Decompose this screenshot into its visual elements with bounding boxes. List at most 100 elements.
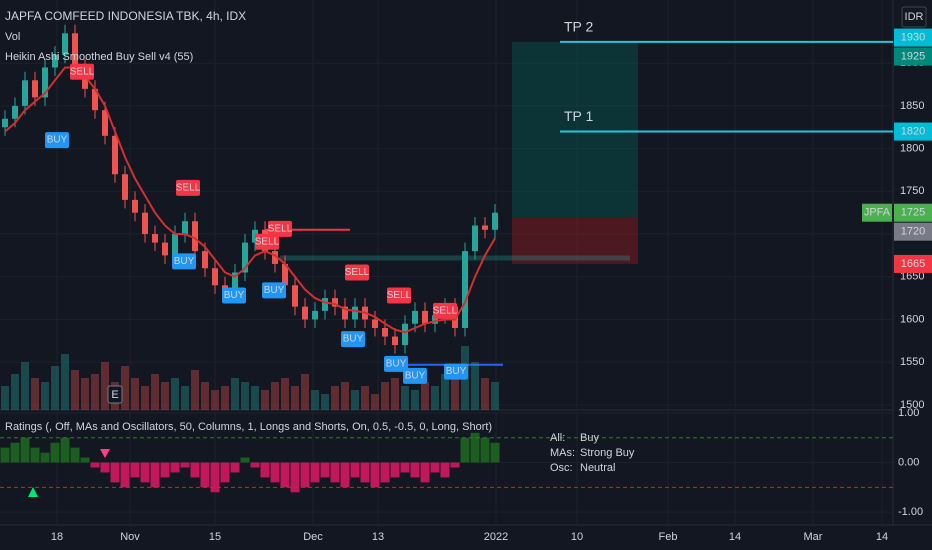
rating-bar xyxy=(150,462,160,488)
x-tick-label: 13 xyxy=(372,531,384,543)
signal-label: SELL xyxy=(255,236,280,247)
x-tick-label: Dec xyxy=(303,531,323,543)
rating-bar xyxy=(360,462,370,483)
volume-bar xyxy=(471,362,479,410)
volume-bar xyxy=(251,386,259,410)
currency-box[interactable] xyxy=(901,6,927,28)
x-tick-label: Mar xyxy=(804,531,823,543)
y-tick-label: 1750 xyxy=(900,185,924,197)
rating-bar xyxy=(0,447,10,463)
legend-key: MAs: xyxy=(550,447,575,459)
candle-body xyxy=(492,212,498,230)
volume-bar xyxy=(101,362,109,410)
back-layer xyxy=(1,41,638,410)
volume-bar xyxy=(221,386,229,410)
y-tick-label: 1600 xyxy=(900,313,924,325)
x-tick-label: 14 xyxy=(729,531,741,543)
candle-body xyxy=(112,135,118,175)
volume-bar xyxy=(431,386,439,410)
signal-label: BUY xyxy=(47,135,68,146)
candle-body xyxy=(22,80,28,106)
volume-bar xyxy=(301,374,309,410)
x-tick-label: 10 xyxy=(571,531,583,543)
candle-body xyxy=(342,306,348,320)
chart-title: JAPFA COMFEED INDONESIA TBK, 4h, IDX xyxy=(5,9,246,23)
rating-bar xyxy=(440,462,450,478)
signal-box xyxy=(176,179,200,196)
candle-body xyxy=(312,310,318,320)
rating-bar xyxy=(130,462,140,478)
candle-body xyxy=(242,242,248,273)
volume-bar xyxy=(491,382,499,410)
indicator-label: Heikin Ashi Smoothed Buy Sell v4 (55) xyxy=(5,51,193,63)
candle-body xyxy=(232,272,238,294)
volume-bar xyxy=(131,378,139,410)
price-tag-label: 1665 xyxy=(901,258,925,270)
candle-body xyxy=(142,212,148,235)
volume-bar xyxy=(321,394,329,410)
price-tag xyxy=(894,28,932,47)
rating-bar xyxy=(420,462,430,483)
candle-body xyxy=(302,306,308,320)
price-tag xyxy=(894,203,932,222)
signal-box xyxy=(45,132,69,149)
rating-bar xyxy=(380,462,390,483)
rating-bar xyxy=(160,462,170,478)
volume-bar xyxy=(91,374,99,410)
signal-box xyxy=(172,253,196,270)
candle-body xyxy=(412,310,418,324)
candle-body xyxy=(402,323,408,346)
rating-bar xyxy=(390,462,400,478)
rating-bar xyxy=(90,462,100,468)
signal-label: SELL xyxy=(70,66,95,77)
volume-bar xyxy=(51,366,59,410)
signal-label: SELL xyxy=(433,306,458,317)
volume-bar xyxy=(371,394,379,410)
rating-bar xyxy=(80,457,90,463)
volume-bar xyxy=(21,362,29,410)
candle-body xyxy=(192,221,198,252)
rating-bar xyxy=(140,462,150,483)
price-tag-label: 1725 xyxy=(901,207,925,219)
rating-bar xyxy=(110,462,120,483)
candle-body xyxy=(62,33,68,55)
volume-bar xyxy=(231,378,239,410)
signal-label: SELL xyxy=(345,267,370,278)
price-tag-label: 1930 xyxy=(901,31,925,43)
candle-body xyxy=(32,80,38,98)
volume-bar xyxy=(351,390,359,410)
signal-box xyxy=(444,363,468,380)
candle-body xyxy=(322,298,328,311)
event-box[interactable] xyxy=(107,385,123,404)
target-zone xyxy=(512,41,638,217)
candle-body xyxy=(432,315,438,324)
candle-body xyxy=(372,319,378,328)
signal-box xyxy=(341,331,365,348)
candle-body xyxy=(162,242,168,256)
rating-bar xyxy=(450,462,460,468)
candle-body xyxy=(152,234,158,243)
volume-bar xyxy=(1,386,9,410)
x-tick-label: 2022 xyxy=(484,531,508,543)
legend-value: Buy xyxy=(580,432,599,444)
signal-box xyxy=(384,355,408,372)
rating-bar xyxy=(480,437,490,463)
volume-bar xyxy=(11,374,19,410)
candle-body xyxy=(182,221,188,235)
legend-key: All: xyxy=(550,432,565,444)
volume-bar xyxy=(331,386,339,410)
y-tick-label: 1800 xyxy=(900,143,924,155)
volume-bar xyxy=(391,378,399,410)
candle-body xyxy=(132,199,138,213)
candle-body xyxy=(2,118,8,128)
signal-box xyxy=(345,264,369,281)
rating-bar xyxy=(70,447,80,463)
rating-bar xyxy=(370,462,380,488)
rating-bar xyxy=(120,462,130,488)
y-tick-label: -1.00 xyxy=(898,506,923,518)
rating-bar xyxy=(310,462,320,483)
volume-bar xyxy=(71,370,79,410)
ratings-title: Ratings (, Off, MAs and Oscillators, 50,… xyxy=(5,421,492,433)
symbol-label: JPFA xyxy=(864,207,891,219)
rating-bar xyxy=(40,452,50,463)
